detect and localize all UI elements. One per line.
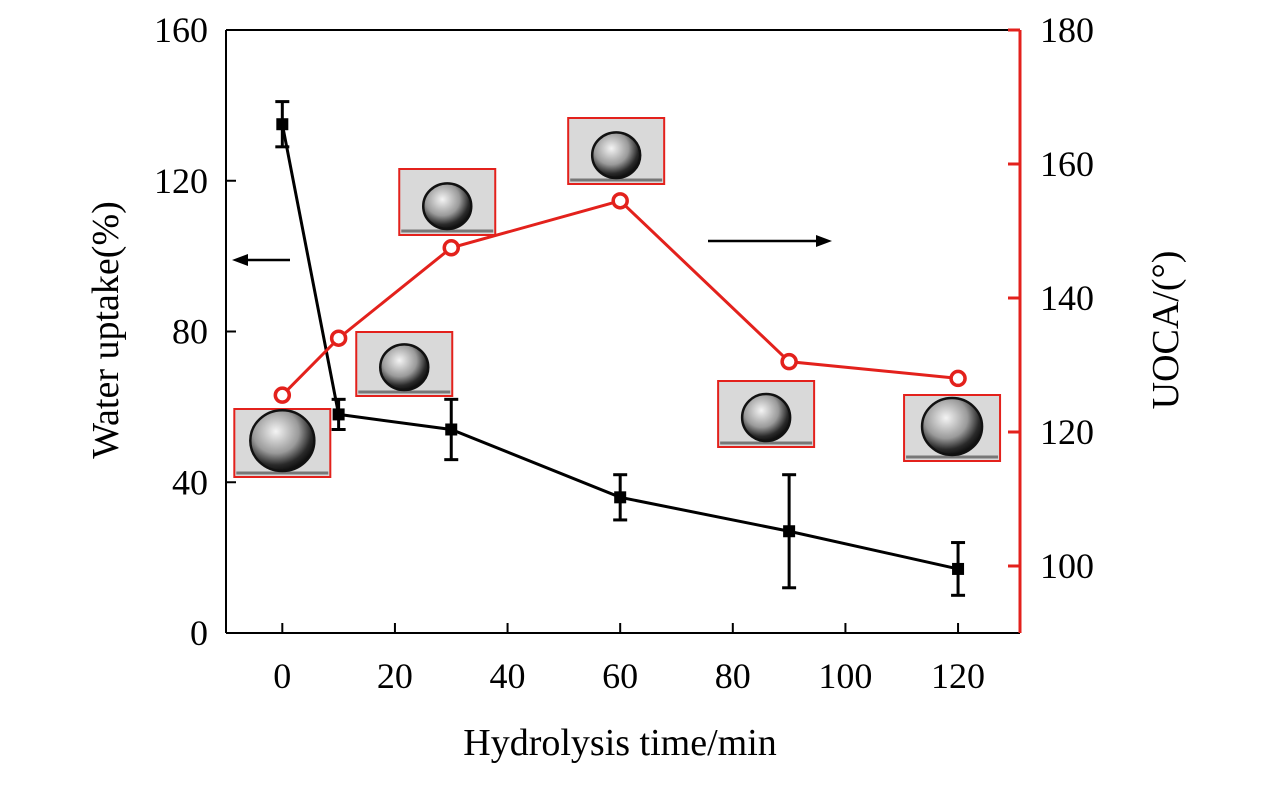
right-tick-label: 120 [1040,412,1094,452]
water-uptake-line [280,123,959,571]
uoca-point [329,329,348,347]
water-uptake-point [952,562,965,575]
right-axis-title: UOCA/(°) [1145,251,1187,410]
droplet-inset [355,331,454,397]
water-uptake-point [783,525,796,538]
x-tick-label: 40 [490,656,526,696]
left-tick-label: 0 [190,613,208,653]
x-axis-title: Hydrolysis time/min [463,722,777,764]
water-uptake-point [614,491,627,504]
droplet [740,392,792,443]
left-tick-label: 40 [172,462,208,502]
uoca-point [442,239,460,257]
x-tick-label: 20 [377,656,413,696]
inset-frame [398,168,497,236]
left-arrow-head [232,254,248,266]
water-uptake-point [445,423,458,436]
uoca-point [611,192,629,210]
uoca-line [281,199,959,397]
x-tick-label: 120 [931,656,985,696]
right-tick-label: 100 [1040,546,1094,586]
droplet [421,182,473,231]
right-tick-label: 160 [1040,144,1094,184]
droplet [379,343,430,392]
left-axis-title: Water uptake(%) [85,201,127,459]
droplet-inset [398,168,497,236]
left-tick-label: 160 [154,10,208,50]
uoca-point [273,386,292,404]
droplet-inset [717,380,816,448]
right-tick-label: 180 [1040,10,1094,50]
uoca-series [273,192,967,404]
droplet-inset [903,394,1002,462]
droplet [920,396,984,457]
x-tick-label: 0 [273,656,291,696]
ticks: 0 20 40 60 80 100 120 0 40 80 120 160 100 120 140 160 18… [154,10,1094,696]
x-tick-label: 100 [818,656,872,696]
droplet [249,408,316,473]
water-uptake-series [275,100,966,597]
left-tick-label: 80 [172,312,208,352]
right-tick-label: 140 [1040,278,1094,318]
droplet-inset [567,117,666,185]
water-uptake-point [332,408,345,421]
droplet-insets [233,117,1002,478]
droplet [590,131,642,180]
water-uptake-point [276,118,289,131]
x-tick-label: 60 [602,656,638,696]
left-tick-label: 120 [154,161,208,201]
droplet-inset [233,408,332,478]
right-arrow-head [816,235,832,247]
annotations [232,235,832,266]
uoca-point [780,352,798,371]
uoca-point [949,369,967,388]
x-tick-label: 80 [715,656,751,696]
